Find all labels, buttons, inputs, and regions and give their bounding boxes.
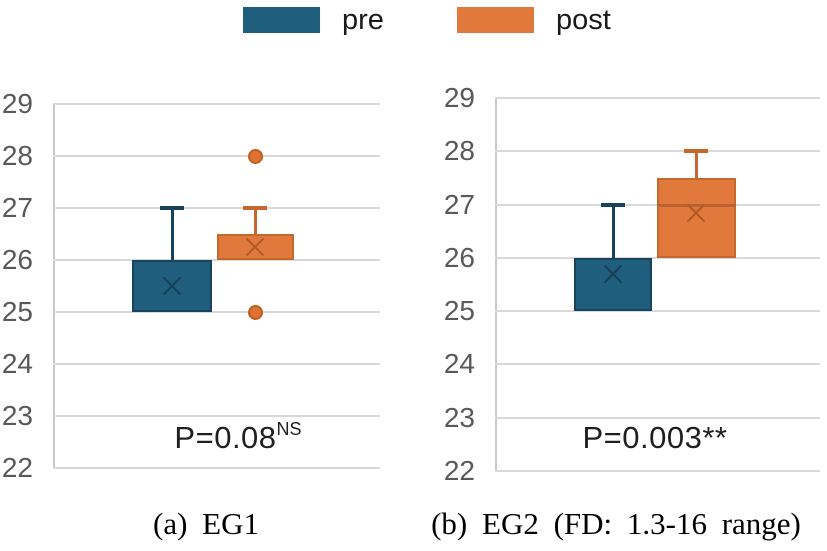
y-tick-label: 26 (443, 241, 475, 273)
p-value-superscript: NS (276, 418, 302, 439)
y-tick-label: 28 (443, 135, 475, 167)
plot-area (495, 98, 820, 471)
y-tick-label: 25 (1, 296, 33, 327)
whisker-stem-post (254, 208, 257, 234)
gridline (53, 259, 380, 261)
box-post (216, 234, 294, 260)
whisker-cap-pre (601, 202, 625, 207)
y-tick-label: 23 (443, 401, 475, 433)
y-tick-label: 22 (1, 452, 33, 483)
y-tick-label: 24 (1, 348, 33, 379)
gridline (495, 363, 820, 366)
median-line-post (656, 203, 736, 207)
y-tick-label: 29 (1, 88, 33, 119)
p-value-text: P=0.003** (582, 420, 728, 455)
box-pre (574, 257, 652, 312)
p-value-text: P=0.08 (174, 420, 277, 455)
legend-item-post: post (457, 4, 611, 36)
y-tick-label: 29 (443, 82, 475, 113)
y-tick-label: 22 (443, 455, 475, 486)
gridline (53, 103, 380, 105)
mean-marker-post (684, 201, 708, 225)
gridline (53, 467, 380, 469)
legend-swatch-pre (243, 7, 320, 33)
caption-eg1: (a) EG1 (153, 506, 259, 541)
p-value-label: P=0.08NS (88, 418, 388, 456)
y-tick-label: 27 (1, 192, 33, 223)
whisker-cap-post (684, 149, 708, 154)
mean-marker-pre (160, 274, 184, 298)
whisker-stem-post (695, 151, 698, 178)
legend-item-pre: pre (243, 4, 384, 36)
gridline (53, 363, 380, 365)
y-tick-label: 27 (443, 188, 475, 220)
box-post (656, 177, 736, 258)
y-tick-label: 28 (1, 140, 33, 171)
gridline (53, 207, 380, 209)
gridline (495, 256, 820, 259)
y-tick-label: 23 (1, 400, 33, 431)
mean-marker-post (243, 235, 267, 259)
gridline (53, 155, 380, 157)
y-tick-label: 26 (1, 244, 33, 275)
legend-label-pre: pre (342, 4, 384, 36)
y-tick-label: 24 (443, 348, 475, 380)
legend-label-post: post (556, 4, 611, 36)
gridline (495, 150, 820, 153)
whisker-cap-post (243, 206, 267, 210)
gridline (495, 416, 820, 419)
outlier-dot-post (247, 304, 263, 320)
caption-eg2: (b) EG2 (FD: 1.3-16 range) (431, 506, 801, 541)
plot-area (53, 104, 380, 468)
legend-swatch-post (457, 7, 534, 33)
gridline (495, 97, 820, 99)
p-value-label: P=0.003** (505, 420, 805, 456)
gridline (495, 203, 820, 206)
y-tick-label: 25 (443, 295, 475, 327)
whisker-stem-pre (612, 204, 615, 258)
gridline (53, 415, 380, 417)
whisker-cap-pre (160, 206, 184, 210)
whisker-stem-pre (171, 208, 174, 260)
gridline (53, 311, 380, 313)
box-pre (132, 260, 212, 312)
gridline (495, 470, 820, 472)
outlier-dot-post (247, 148, 263, 164)
mean-marker-pre (601, 262, 625, 286)
gridline (495, 310, 820, 313)
